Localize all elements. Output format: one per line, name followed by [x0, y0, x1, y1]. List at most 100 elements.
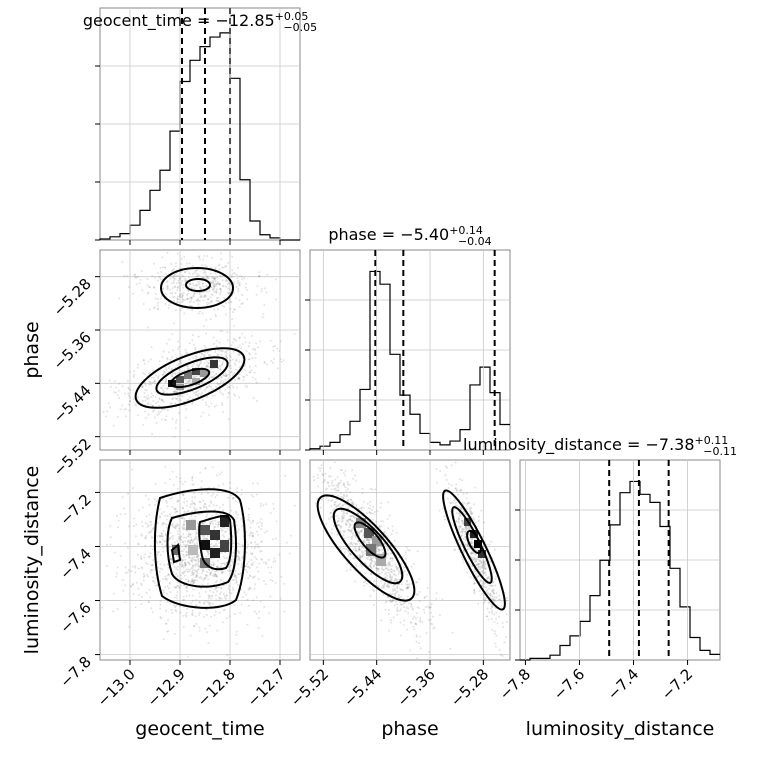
- lum-phase-scatter-right-point: [454, 502, 457, 505]
- lum-phase-scatter-left-point: [378, 569, 381, 572]
- lum-geocent-scatter-point: [218, 521, 221, 523]
- lum-phase-scatter-left-point: [342, 472, 345, 475]
- lum-geocent-scatter-point: [220, 565, 223, 568]
- lum-geocent-scatter-point: [208, 603, 211, 606]
- lum-geocent-scatter-point: [198, 595, 201, 598]
- phase-geocent-scatter-lower-point: [171, 356, 173, 358]
- lum-phase-scatter-left-point: [352, 542, 355, 544]
- lum-geocent-scatter-point: [193, 506, 196, 509]
- lum-geocent-scatter-point: [156, 535, 159, 538]
- lum-geocent-scatter-point: [163, 514, 166, 517]
- phase-geocent-scatter-lower-point: [227, 418, 230, 421]
- lum-phase-scatter-right-point: [458, 512, 461, 515]
- lum-geocent-scatter-point: [183, 570, 186, 573]
- lum-phase-scatter-left-point: [336, 524, 339, 527]
- lum-phase-scatter-left-point: [389, 552, 392, 555]
- lum-geocent-scatter-point: [210, 563, 213, 566]
- phase-geocent-scatter-upper-point: [216, 297, 218, 299]
- phase-geocent-scatter-lower-point: [157, 375, 160, 378]
- lum-phase-scatter-left-point: [396, 567, 399, 569]
- lum-geocent-scatter-point: [213, 573, 215, 576]
- phase-geocent-scatter-upper-point: [186, 297, 189, 300]
- phase-geocent-scatter-upper-point: [203, 294, 206, 297]
- phase-geocent-scatter-lower-point: [215, 404, 218, 407]
- phase-geocent-scatter-upper-point: [197, 274, 200, 276]
- lum-phase-scatter-left-point: [392, 588, 394, 591]
- lum-phase-scatter-right-point: [460, 519, 463, 522]
- lum-phase-scatter-left-point: [356, 530, 359, 533]
- phase-geocent-scatter-upper-point: [187, 289, 190, 292]
- phase-geocent-scatter-lower-point: [166, 358, 169, 361]
- lum-phase-scatter-right-point: [475, 558, 478, 561]
- lum-phase-scatter-left-point: [354, 520, 357, 523]
- lum-phase-scatter-left-point: [364, 572, 367, 574]
- lum-geocent-scatter-point: [145, 535, 148, 538]
- lum-phase-scatter-left-point: [344, 474, 347, 477]
- lum-phase-scatter-left-point: [350, 542, 353, 545]
- phase-geocent-scatter-lower-point: [256, 346, 259, 349]
- lum-geocent-scatter-point: [207, 594, 210, 597]
- lum-phase-scatter-right-point: [470, 512, 473, 515]
- lum-phase-scatter-left-point: [405, 586, 408, 589]
- lum-geocent-scatter-point: [255, 612, 258, 615]
- phase-geocent-scatter-upper-point: [198, 281, 201, 284]
- lum-phase-scatter-right-point: [491, 605, 494, 608]
- lum-geocent-scatter-point: [177, 524, 180, 527]
- lum-phase-scatter-left-point: [360, 507, 362, 510]
- lum-geocent-scatter-point: [168, 537, 171, 540]
- lum-geocent-scatter-point: [188, 517, 191, 520]
- lum-phase-scatter-left-point: [353, 580, 356, 583]
- lum-phase-scatter-left-point: [415, 581, 418, 584]
- lum-phase-scatter-left-point: [351, 501, 354, 504]
- x-axis-label-geocent: geocent_time: [135, 718, 264, 740]
- phase-geocent-scatter-upper-point: [260, 288, 263, 290]
- phase-geocent-scatter-lower-point: [228, 385, 230, 388]
- phase-hist-title-minus: −0.04: [458, 235, 492, 248]
- lum-geocent-scatter-point: [200, 480, 203, 483]
- lum-phase-scatter-left-point: [347, 507, 350, 510]
- phase-geocent-scatter-upper-point: [146, 278, 149, 280]
- phase-geocent-scatter-upper-point: [213, 308, 216, 311]
- phase-geocent-scatter-upper-point: [157, 272, 159, 275]
- phase-geocent-scatter-lower-point: [189, 386, 192, 389]
- phase-geocent-scatter-upper-point: [146, 284, 149, 287]
- lum-phase-scatter-right-point: [464, 538, 467, 541]
- lum-geocent-scatter-point: [177, 533, 179, 536]
- phase-geocent-scatter-lower-point: [173, 435, 176, 438]
- lum-geocent-scatter-point: [176, 555, 179, 558]
- lum-geocent-scatter-point: [259, 521, 262, 524]
- lum-phase-scatter-left-point: [385, 584, 388, 587]
- phase-geocent-scatter-lower-point: [135, 404, 138, 407]
- phase-geocent-scatter-upper-point: [241, 302, 244, 305]
- phase-geocent-panel: [95, 249, 301, 455]
- lum-geocent-scatter-point: [225, 561, 228, 564]
- lum-geocent-scatter-point: [259, 550, 262, 553]
- phase-geocent-scatter-upper-point: [209, 272, 212, 275]
- lum-geocent-scatter-point: [210, 494, 213, 497]
- phase-geocent-scatter-lower-point: [224, 388, 227, 391]
- lum-phase-scatter-left-point: [330, 499, 333, 502]
- phase-geocent-scatter-lower-point: [184, 349, 187, 351]
- lum-phase-scatter-left-point: [371, 508, 374, 511]
- phase-geocent-scatter-upper-point: [255, 293, 258, 296]
- lum-geocent-scatter-point: [230, 592, 233, 595]
- phase-geocent-scatter-upper-point: [178, 281, 181, 284]
- x-axis-label-luminosity: luminosity_distance: [526, 718, 715, 740]
- phase-geocent-scatter-lower-point: [197, 364, 200, 367]
- lum-geocent-scatter-point: [258, 546, 261, 548]
- phase-geocent-scatter-upper-point: [189, 304, 192, 307]
- lum-geocent-scatter-point: [260, 541, 263, 544]
- lum-phase-scatter-right-point: [460, 508, 463, 511]
- lum-geocent-scatter-point: [232, 588, 234, 591]
- lum-phase-scatter-left-point: [317, 473, 319, 476]
- lum-geocent-scatter-point: [225, 557, 228, 560]
- lum-phase-scatter-left-point: [408, 549, 411, 552]
- phase-geocent-scatter-lower-point: [246, 374, 248, 377]
- phase-geocent-scatter-upper-point: [153, 286, 156, 289]
- lum-phase-scatter-right-point: [439, 470, 442, 472]
- lum-ticklabel-x-1: −7.6: [550, 665, 588, 703]
- lum-phase-scatter-left-point: [330, 505, 333, 508]
- phase-geocent-scatter-lower-point: [145, 416, 148, 419]
- lum-phase-scatter-left-point: [354, 542, 357, 545]
- phase-geocent-scatter-lower-point: [220, 375, 223, 378]
